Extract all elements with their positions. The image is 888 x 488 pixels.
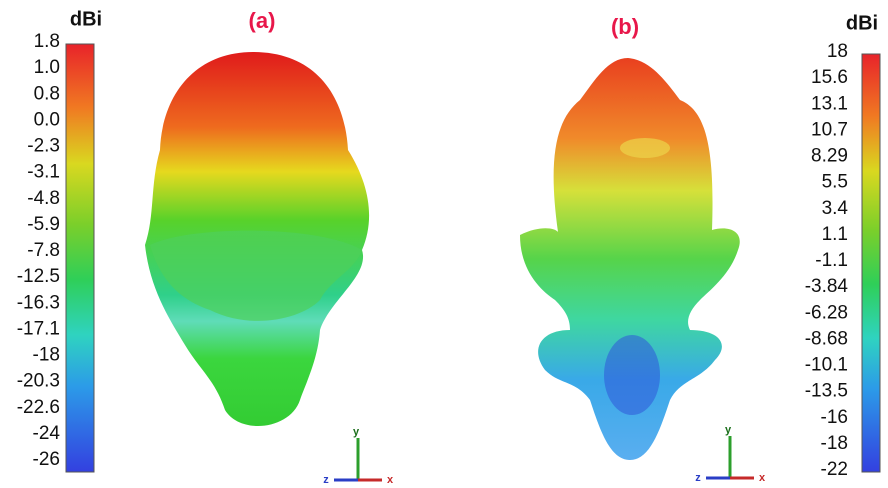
scale-label: -12.5 bbox=[17, 266, 60, 287]
panel-label: (b) bbox=[611, 14, 639, 39]
axis-label: y bbox=[353, 426, 360, 438]
radiation-pattern bbox=[145, 52, 369, 426]
scale-label: -18 bbox=[821, 433, 848, 454]
scale-label: -26 bbox=[33, 449, 60, 470]
scale-label: -6.28 bbox=[805, 302, 848, 323]
scale-label: -13.5 bbox=[805, 381, 848, 402]
scale-label: -3.1 bbox=[27, 162, 60, 183]
scale-label: -1.1 bbox=[815, 250, 848, 271]
scale-label: 0.0 bbox=[34, 109, 60, 130]
scale-label: -10.1 bbox=[805, 355, 848, 376]
scale-label: -24 bbox=[33, 423, 61, 444]
panel-label: (a) bbox=[249, 8, 276, 33]
scale-label: -16.3 bbox=[17, 292, 60, 313]
scale-label: -8.68 bbox=[805, 328, 848, 349]
scale-label: 1.1 bbox=[822, 224, 848, 245]
scale-label: -7.8 bbox=[27, 240, 60, 261]
scale-label: -3.84 bbox=[805, 276, 849, 297]
scale-label: 3.4 bbox=[822, 198, 849, 219]
scale-label: -5.9 bbox=[27, 214, 60, 235]
scale-label: 10.7 bbox=[811, 119, 848, 140]
scale-label: 1.0 bbox=[34, 57, 60, 78]
scale-label: 13.1 bbox=[811, 93, 848, 114]
color-bar bbox=[862, 54, 880, 472]
radiation-pattern bbox=[520, 58, 740, 460]
scale-label: 5.5 bbox=[822, 172, 848, 193]
axis-label: x bbox=[387, 474, 394, 486]
axis-label: z bbox=[323, 474, 329, 486]
scale-label: 0.8 bbox=[34, 83, 60, 104]
scale-label: -18 bbox=[33, 345, 60, 366]
axis-triad bbox=[334, 436, 754, 480]
scale-label: -22 bbox=[821, 459, 848, 480]
scale-label: -4.8 bbox=[27, 188, 60, 209]
unit-label: dBi bbox=[846, 12, 878, 34]
scale-label: -20.3 bbox=[17, 371, 60, 392]
axis-label: y bbox=[725, 424, 732, 436]
axis-label: x bbox=[759, 472, 766, 484]
scale-label: -16 bbox=[821, 407, 848, 428]
scale-label: 15.6 bbox=[811, 67, 848, 88]
scale-label: 18 bbox=[827, 41, 848, 62]
color-bar bbox=[66, 44, 94, 472]
scale-label: 1.8 bbox=[34, 31, 60, 52]
scale-label: -22.6 bbox=[17, 397, 60, 418]
unit-label: dBi bbox=[70, 8, 102, 30]
scale-label: -2.3 bbox=[27, 136, 60, 157]
scale-label: 8.29 bbox=[811, 146, 848, 167]
figure: (a) dBi 1.8 1.0 0.8 0.0 -2.3 -3.1 -4.8 -5.9 -7.8 -1… bbox=[0, 0, 888, 488]
scale-label: -17.1 bbox=[17, 318, 60, 339]
axis-label: z bbox=[695, 472, 701, 484]
